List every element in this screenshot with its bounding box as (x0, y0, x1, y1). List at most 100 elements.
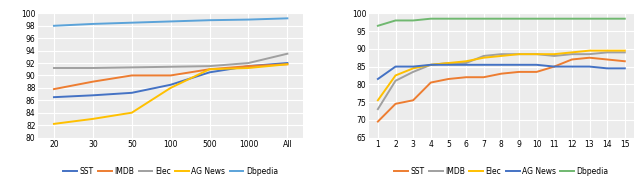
SST (50, 96, 58, 98)
IMDB (550, 55, 558, 57)
Dbpedia (550, 18, 558, 20)
SST (497, 73, 505, 75)
Elec (604, 49, 611, 52)
AG News (497, 64, 505, 66)
AG News (568, 66, 576, 68)
AG News (445, 64, 452, 66)
Elec (621, 49, 628, 52)
Line: SST: SST (378, 58, 625, 121)
AG News (410, 66, 417, 68)
Elec (128, 66, 136, 69)
Elec (374, 99, 381, 101)
AG News (167, 87, 175, 89)
Dbpedia (167, 20, 175, 23)
IMDB (89, 80, 97, 83)
AG News (205, 68, 213, 70)
Dbpedia (50, 25, 58, 27)
IMDB (621, 51, 628, 53)
IMDB (445, 62, 452, 64)
AG News (392, 66, 399, 68)
IMDB (604, 51, 611, 53)
AG News (621, 67, 628, 70)
SST (480, 76, 488, 78)
IMDB (480, 55, 488, 57)
AG News (550, 66, 558, 68)
AG News (515, 64, 523, 66)
AG News (89, 118, 97, 120)
Line: SST: SST (54, 63, 287, 97)
SST (410, 99, 417, 101)
SST (374, 120, 381, 123)
Dbpedia (497, 18, 505, 20)
IMDB (497, 53, 505, 55)
IMDB (586, 53, 593, 55)
IMDB (374, 108, 381, 110)
Elec (392, 74, 399, 77)
Legend: SST, IMDB, Elec, AG News, Dbpedia: SST, IMDB, Elec, AG News, Dbpedia (391, 164, 612, 179)
Dbpedia (532, 18, 540, 20)
Elec (480, 57, 488, 59)
Elec (445, 62, 452, 64)
IMDB (532, 53, 540, 55)
Dbpedia (205, 19, 213, 21)
Elec (427, 64, 435, 66)
Elec (515, 53, 523, 55)
SST (462, 76, 470, 78)
SST (89, 94, 97, 96)
IMDB (392, 80, 399, 82)
Line: AG News: AG News (378, 65, 625, 79)
Line: IMDB: IMDB (54, 64, 287, 89)
Elec (497, 55, 505, 57)
Dbpedia (515, 18, 523, 20)
IMDB (244, 65, 252, 67)
Elec (167, 66, 175, 68)
AG News (532, 64, 540, 66)
Legend: SST, IMDB, Elec, AG News, Dbpedia: SST, IMDB, Elec, AG News, Dbpedia (60, 164, 281, 179)
SST (392, 103, 399, 105)
IMDB (50, 88, 58, 90)
Elec (205, 65, 213, 67)
Dbpedia (604, 18, 611, 20)
IMDB (515, 53, 523, 55)
Dbpedia (480, 18, 488, 20)
IMDB (410, 71, 417, 73)
Dbpedia (427, 18, 435, 20)
Elec (462, 60, 470, 62)
SST (550, 66, 558, 68)
Line: Dbpedia: Dbpedia (54, 18, 287, 26)
SST (568, 58, 576, 61)
Elec (244, 62, 252, 64)
Line: Elec: Elec (54, 54, 287, 68)
SST (427, 81, 435, 84)
AG News (50, 123, 58, 125)
Dbpedia (128, 22, 136, 24)
Dbpedia (586, 18, 593, 20)
Dbpedia (392, 19, 399, 22)
IMDB (284, 63, 291, 65)
SST (532, 71, 540, 73)
Dbpedia (621, 18, 628, 20)
SST (167, 84, 175, 86)
Dbpedia (374, 25, 381, 27)
AG News (604, 67, 611, 70)
Elec (284, 53, 291, 55)
SST (205, 71, 213, 74)
IMDB (205, 68, 213, 70)
Elec (568, 51, 576, 53)
AG News (480, 64, 488, 66)
AG News (244, 67, 252, 69)
Dbpedia (410, 19, 417, 22)
Line: Dbpedia: Dbpedia (378, 19, 625, 26)
AG News (427, 64, 435, 66)
AG News (284, 63, 291, 65)
Elec (89, 67, 97, 69)
Dbpedia (462, 18, 470, 20)
Line: IMDB: IMDB (378, 52, 625, 109)
Line: Elec: Elec (378, 51, 625, 100)
Dbpedia (284, 17, 291, 19)
IMDB (167, 74, 175, 77)
IMDB (568, 53, 576, 55)
AG News (374, 78, 381, 80)
SST (621, 60, 628, 62)
SST (128, 92, 136, 94)
